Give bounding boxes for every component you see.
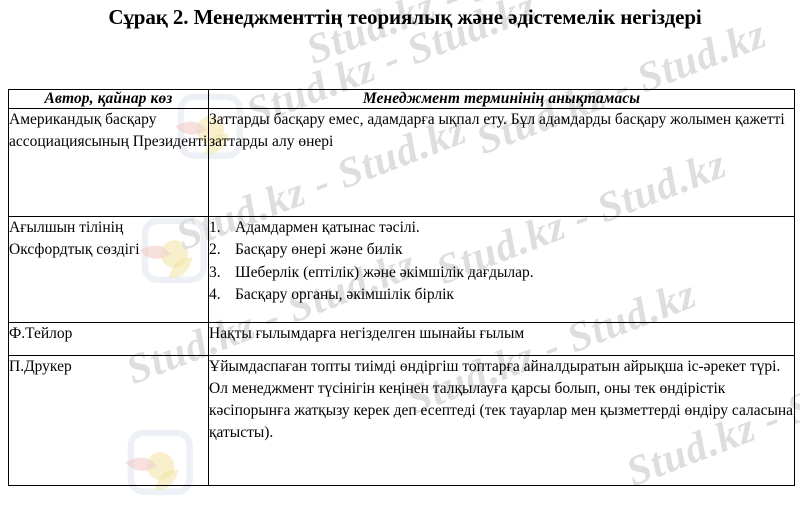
table-row: П.Друкер Ұйымдаспаған топты тиімді өндірг… [8,355,795,486]
table-body: Американдық басқару ассоциациясының През… [8,108,795,486]
list-item-text: Шеберлік (ептілік) және әкімшілік дағдыл… [235,263,534,281]
list-item-number: 1. [209,219,221,236]
cell-definition: Нақты ғылымдарға негізделген шынайы ғылы… [208,322,795,356]
page-title: Сұрақ 2. Менеджменттің теориялық және әд… [108,5,702,29]
column-header-definition: Менеджмент терминінің анықтамасы [208,89,795,109]
list-item: 2. Басқару өнері және билік [209,239,794,261]
cell-author: Американдық басқару ассоциациясының През… [8,108,209,217]
cell-definition: 1. Адамдармен қатынас тәсілі. 2. Басқару өн… [208,216,795,323]
definitions-table: Автор, қайнар көз Менеджмент терминінің … [8,89,795,486]
list-item-text: Адамдармен қатынас тәсілі. [235,219,420,236]
definition-list: 1. Адамдармен қатынас тәсілі. 2. Басқару өн… [209,217,794,307]
cell-definition: Заттарды басқару емес, адамдарға ықпал е… [208,108,795,217]
list-item-number: 2. [209,241,221,259]
list-item: 3. Шеберлік (ептілік) және әкімшілік дағд… [209,262,794,284]
cell-definition: Ұйымдаспаған топты тиімді өндіргіш топта… [208,355,795,486]
table-row: Американдық басқару ассоциациясының През… [8,108,795,217]
cell-author: Ф.Тейлор [8,322,209,356]
list-item: 1. Адамдармен қатынас тәсілі. [209,217,794,239]
cell-author: П.Друкер [8,355,209,486]
list-item-text: Басқару өнері және билік [235,241,403,259]
cell-author: Ағылшын тілінің Оксфордтық сөздігі [8,216,209,323]
table-header-row: Автор, қайнар көз Менеджмент терминінің … [8,89,795,109]
list-item: 4. Басқару органы, әкімшілік бірлік [209,284,794,306]
list-item-number: 4. [209,286,221,304]
table-row: Ағылшын тілінің Оксфордтық сөздігі 1. Адам… [8,216,795,323]
column-header-author: Автор, қайнар көз [8,89,209,109]
list-item-text: Басқару органы, әкімшілік бірлік [235,286,454,304]
table-row: Ф.Тейлор Нақты ғылымдарға негізделген шын… [8,322,795,356]
list-item-number: 3. [209,263,221,281]
